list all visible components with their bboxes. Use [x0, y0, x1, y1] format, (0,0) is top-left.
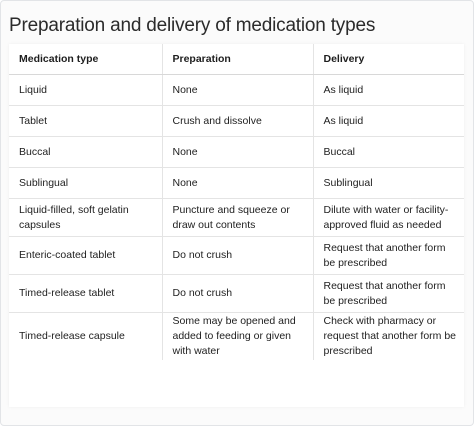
- table-header-row: Medication type Preparation Delivery: [9, 44, 464, 75]
- cell-preparation: Some may be opened and added to feeding …: [161, 312, 313, 360]
- cell-medication-type: Enteric-coated tablet: [9, 236, 162, 275]
- cell-delivery: Sublingual: [312, 167, 464, 199]
- table-row: Buccal None Buccal: [9, 136, 464, 168]
- table-row: Liquid-filled, soft gelatin capsules Pun…: [9, 198, 464, 237]
- cell-preparation: Crush and dissolve: [161, 105, 313, 137]
- cell-delivery: Dilute with water or facility-approved f…: [312, 198, 464, 237]
- table-row: Timed-release capsule Some may be opened…: [9, 312, 464, 360]
- cell-medication-type: Buccal: [9, 136, 162, 168]
- cell-preparation: None: [161, 136, 313, 168]
- cell-delivery: Buccal: [312, 136, 464, 168]
- header-preparation: Preparation: [161, 44, 313, 75]
- cell-medication-type: Liquid-filled, soft gelatin capsules: [9, 198, 162, 237]
- cell-preparation: Do not crush: [161, 236, 313, 275]
- medication-table: Medication type Preparation Delivery Liq…: [9, 44, 464, 360]
- table-row: Enteric-coated tablet Do not crush Reque…: [9, 236, 464, 275]
- cell-medication-type: Timed-release tablet: [9, 274, 162, 313]
- cell-medication-type: Liquid: [9, 74, 162, 106]
- cell-delivery: Request that another form be prescribed: [312, 274, 464, 313]
- table-row: Sublingual None Sublingual: [9, 167, 464, 199]
- table-row: Liquid None As liquid: [9, 74, 464, 106]
- cell-preparation: Do not crush: [161, 274, 313, 313]
- cell-delivery: As liquid: [312, 74, 464, 106]
- cell-preparation: None: [161, 167, 313, 199]
- cell-medication-type: Timed-release capsule: [9, 312, 162, 360]
- cell-delivery: Request that another form be prescribed: [312, 236, 464, 275]
- cell-preparation: None: [161, 74, 313, 106]
- table-row: Tablet Crush and dissolve As liquid: [9, 105, 464, 137]
- cell-delivery: Check with pharmacy or request that anot…: [312, 312, 464, 360]
- header-delivery: Delivery: [312, 44, 464, 75]
- cell-delivery: As liquid: [312, 105, 464, 137]
- header-medication-type: Medication type: [9, 44, 162, 75]
- cell-medication-type: Sublingual: [9, 167, 162, 199]
- page-title: Preparation and delivery of medication t…: [9, 15, 376, 36]
- medication-table-card: Medication type Preparation Delivery Liq…: [9, 44, 464, 407]
- cell-preparation: Puncture and squeeze or draw out content…: [161, 198, 313, 237]
- table-row: Timed-release tablet Do not crush Reques…: [9, 274, 464, 313]
- cell-medication-type: Tablet: [9, 105, 162, 137]
